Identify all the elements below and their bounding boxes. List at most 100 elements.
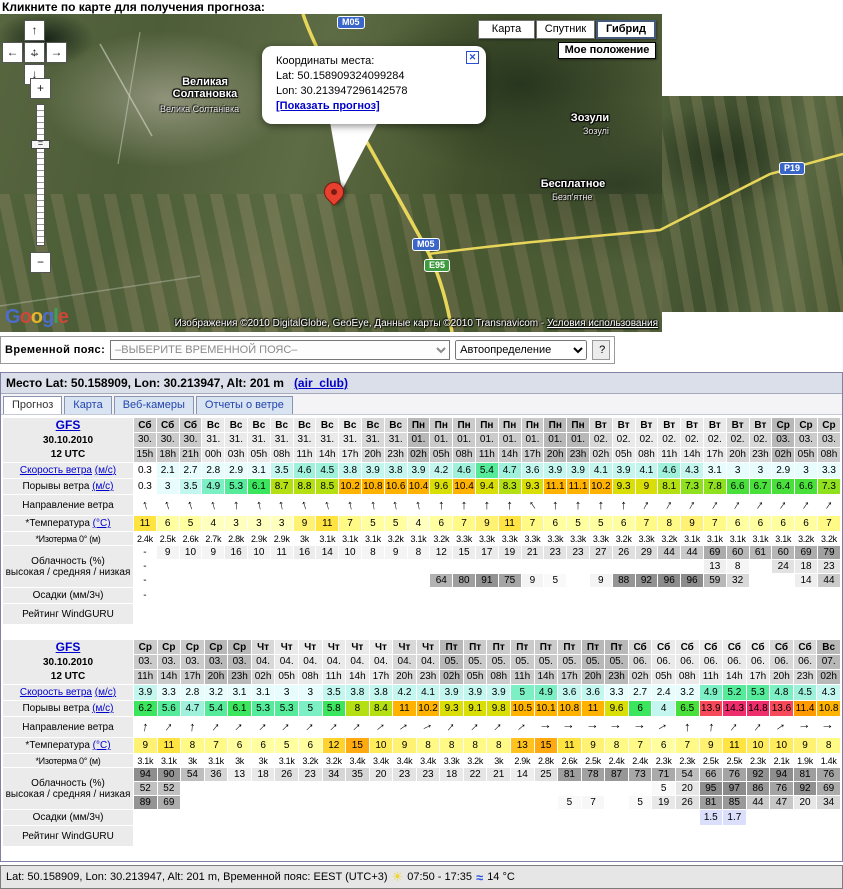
forecast-cell: 54 xyxy=(675,768,699,781)
forecast-cell xyxy=(393,810,416,825)
forecast-cell: 2.5k xyxy=(726,755,743,766)
forecast-cell: 3k xyxy=(300,533,309,544)
model-link[interactable]: GFS xyxy=(55,640,81,654)
forecast-cell: 2.8k xyxy=(228,533,244,544)
show-forecast-link[interactable]: [Показать прогноз] xyxy=(276,100,380,112)
forecast-cell xyxy=(205,782,228,795)
forecast-cell xyxy=(511,796,534,809)
spot-link[interactable]: (air_club) xyxy=(293,376,348,390)
row-label-text[interactable]: (м/с) xyxy=(92,703,114,714)
date-header-cell: 05. xyxy=(463,655,487,669)
row-label-text[interactable]: Скорость ветра xyxy=(19,465,92,476)
day-header-cell: Пт xyxy=(463,640,487,655)
forecast-cell: 12 xyxy=(430,546,453,559)
date-header-cell: 05. xyxy=(534,655,558,669)
forecast-cell: 3 xyxy=(275,685,298,700)
forecast-cell: ↑ xyxy=(818,495,840,515)
tab-0[interactable]: Прогноз xyxy=(3,396,63,414)
forecast-cell: 7.8 xyxy=(703,479,726,494)
forecast-cell xyxy=(567,588,589,603)
model-link[interactable]: GFS xyxy=(55,418,81,432)
row-label-text: Направление ветра xyxy=(22,721,114,733)
forecast-cell: 3.8 xyxy=(346,685,369,700)
forecast-cell: 3.1k xyxy=(410,533,427,544)
row-label-text: *Температура xyxy=(25,518,93,529)
row-label-text: *Изотерма 0° (м) xyxy=(35,755,101,766)
forecast-cell: 64 xyxy=(430,574,453,587)
pan-right-button[interactable]: → xyxy=(46,42,67,63)
day-header-cell: Ср xyxy=(772,418,795,433)
autodetect-select[interactable]: Автоопределение xyxy=(455,340,588,360)
hour-header-cell: 14h xyxy=(723,669,746,684)
google-logo[interactable]: Google xyxy=(5,306,69,329)
zoom-out-button[interactable]: − xyxy=(30,252,51,273)
row-label-text[interactable]: (м/с) xyxy=(94,687,117,698)
date-header-cell: 31. xyxy=(361,433,384,447)
date-header-cell: 04. xyxy=(251,655,275,669)
day-header-cell: Сб xyxy=(723,640,746,655)
row-label-text: Рейтинг WindGURU xyxy=(22,830,114,842)
map-type-hybrid-button[interactable]: Гибрид xyxy=(596,20,656,39)
date-header-cell: 31. xyxy=(384,433,407,447)
pan-left-button[interactable]: ← xyxy=(2,42,23,63)
forecast-cell xyxy=(134,604,156,624)
forecast-cell: 5 xyxy=(558,796,581,809)
zoom-slider-track[interactable] xyxy=(36,104,45,246)
day-header-cell: Пн xyxy=(498,418,521,433)
pan-up-button[interactable]: ↑ xyxy=(24,20,45,41)
forecast-cell xyxy=(535,796,558,809)
forecast-cell: ↑ xyxy=(228,717,251,737)
row-label-text[interactable]: (м/с) xyxy=(92,481,114,492)
tab-2[interactable]: Веб-камеры xyxy=(113,396,194,414)
forecast-cell: 5 xyxy=(589,516,612,531)
day-header-cell: Пн xyxy=(475,418,498,433)
day-header-cell: Ср xyxy=(134,640,157,655)
forecast-cell: 47 xyxy=(770,796,793,809)
forecast-cell: 2.9k xyxy=(250,533,267,544)
timezone-select[interactable]: –ВЫБЕРИТЕ ВРЕМЕННОЙ ПОЯС– xyxy=(110,340,451,360)
row-label-text[interactable]: (м/с) xyxy=(94,465,117,476)
forecast-cell xyxy=(228,796,251,809)
day-header-cell: Сб xyxy=(746,640,770,655)
zoom-in-button[interactable]: + xyxy=(30,78,51,99)
row-label-text[interactable]: (°C) xyxy=(92,518,111,529)
pan-center-button[interactable]: ↔ ↕ xyxy=(24,42,45,63)
my-location-button[interactable]: Мое положение xyxy=(558,42,656,59)
map[interactable]: ↑ ← ↔ ↕ → ↓ + = − Карта Спутник Гибрид Мо… xyxy=(0,14,843,332)
row-label-text: Осадки (мм/3ч) xyxy=(32,812,104,823)
row-label-text[interactable]: Скорость ветра xyxy=(19,687,92,698)
help-button[interactable]: ? xyxy=(592,340,611,360)
forecast-cell: 9.3 xyxy=(612,479,635,494)
forecast-cell: 60 xyxy=(772,546,795,559)
forecast-cell: 5.8 xyxy=(322,701,346,716)
map-type-map-button[interactable]: Карта xyxy=(478,20,535,39)
forecast-cell: 3.1k xyxy=(342,533,358,544)
wind-direction-arrow-icon: ↑ xyxy=(188,718,197,735)
forecast-cell: ↑ xyxy=(747,717,770,737)
forecast-cell xyxy=(299,810,322,825)
close-icon[interactable]: ✕ xyxy=(466,51,479,64)
forecast-cell: 11 xyxy=(498,516,521,531)
row-label-text[interactable]: (°C) xyxy=(92,740,111,751)
road-badge-e95: Е95 xyxy=(424,259,451,272)
zoom-slider-handle[interactable]: = xyxy=(31,139,50,149)
terms-of-use-link[interactable]: Условия использования xyxy=(547,318,658,329)
forecast-cell: 8 xyxy=(407,546,430,559)
forecast-cell: 23 xyxy=(298,768,322,781)
forecast-cell xyxy=(487,810,510,825)
forecast-cell: 36 xyxy=(204,768,228,781)
satellite-tile[interactable] xyxy=(662,96,843,312)
forecast-cell: 5.3 xyxy=(251,701,275,716)
forecast-cell: 2.4k xyxy=(632,755,648,766)
tab-1[interactable]: Карта xyxy=(64,396,112,414)
forecast-cell: 3.8 xyxy=(339,463,361,478)
forecast-cell: 2.1 xyxy=(156,463,179,478)
forecast-cell xyxy=(658,560,680,573)
forecast-cell: 13 xyxy=(703,560,726,573)
map-type-satellite-button[interactable]: Спутник xyxy=(536,20,595,39)
forecast-cell xyxy=(605,796,628,809)
tab-3[interactable]: Отчеты о ветре xyxy=(195,396,293,414)
forecast-cell: 12 xyxy=(322,738,346,753)
wind-direction-arrow-icon: ↑ xyxy=(773,719,790,734)
sun-icon: ☀ xyxy=(391,869,404,884)
